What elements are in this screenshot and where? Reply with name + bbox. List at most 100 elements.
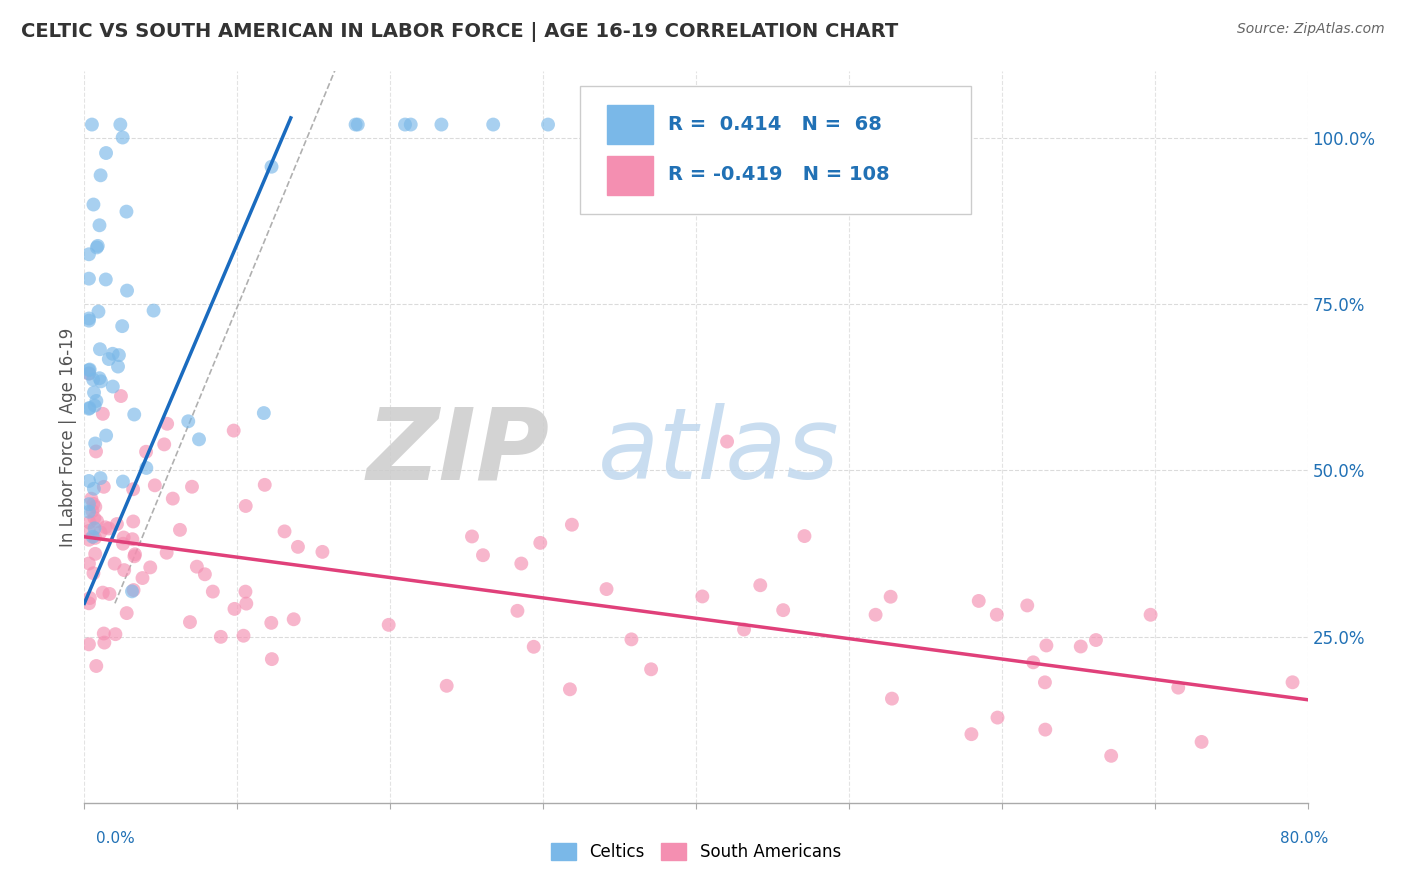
Point xyxy=(253,406,276,420)
Point xyxy=(169,523,191,537)
Point xyxy=(912,118,935,132)
Point xyxy=(87,304,110,318)
Point xyxy=(104,627,127,641)
Point xyxy=(80,118,103,132)
Point xyxy=(1033,723,1056,737)
Point xyxy=(1035,639,1057,653)
Point xyxy=(283,612,305,626)
Point xyxy=(77,474,100,488)
Point xyxy=(1099,748,1122,763)
Point xyxy=(806,118,828,132)
Point xyxy=(1022,656,1045,670)
Point xyxy=(86,240,108,254)
Point xyxy=(91,585,114,599)
Point xyxy=(733,623,755,637)
Point xyxy=(394,118,416,132)
Point xyxy=(77,247,100,261)
Point xyxy=(793,529,815,543)
Point xyxy=(851,118,873,132)
Point xyxy=(111,475,134,489)
Point xyxy=(86,514,108,528)
Point xyxy=(139,560,162,574)
Point xyxy=(201,584,224,599)
Point xyxy=(82,530,104,544)
Point xyxy=(84,444,107,458)
Point xyxy=(84,659,107,673)
Point xyxy=(108,348,131,362)
Point xyxy=(986,710,1008,724)
Text: 80.0%: 80.0% xyxy=(1281,831,1329,846)
Point xyxy=(101,379,124,393)
Point xyxy=(84,531,107,545)
Point xyxy=(83,511,105,525)
Point xyxy=(124,549,146,564)
Point xyxy=(79,516,101,530)
Point xyxy=(111,537,134,551)
Bar xyxy=(606,104,654,145)
Text: ZIP: ZIP xyxy=(366,403,550,500)
Point xyxy=(506,604,529,618)
Point xyxy=(194,567,217,582)
Point xyxy=(260,652,283,666)
Point xyxy=(186,559,208,574)
Point xyxy=(232,629,254,643)
Point xyxy=(1070,640,1092,654)
Point xyxy=(84,500,107,514)
Point xyxy=(692,590,714,604)
Point xyxy=(77,505,100,519)
Point xyxy=(77,497,100,511)
Point xyxy=(222,424,245,438)
Point xyxy=(135,444,157,458)
Point xyxy=(430,118,453,132)
Point xyxy=(1167,681,1189,695)
Point xyxy=(672,118,695,132)
Point xyxy=(77,401,100,416)
Point xyxy=(595,582,617,596)
Point xyxy=(346,118,368,132)
Point xyxy=(83,482,105,496)
Point xyxy=(89,371,111,385)
Point xyxy=(986,607,1008,622)
Point xyxy=(94,428,117,442)
Point xyxy=(311,545,333,559)
Point xyxy=(156,417,179,431)
Point xyxy=(77,637,100,651)
Point xyxy=(436,679,458,693)
Point xyxy=(110,118,132,132)
Point xyxy=(124,547,146,561)
Point xyxy=(77,596,100,610)
Point xyxy=(77,524,100,538)
Point xyxy=(640,662,662,676)
Point xyxy=(188,433,211,447)
Point xyxy=(89,525,111,540)
Point xyxy=(273,524,295,539)
Point xyxy=(77,271,100,285)
Point xyxy=(98,587,121,601)
Point xyxy=(692,118,714,132)
Point xyxy=(561,517,583,532)
Point xyxy=(461,529,484,543)
Text: R =  0.414   N =  68: R = 0.414 N = 68 xyxy=(668,115,882,134)
Point xyxy=(83,399,105,413)
Point xyxy=(115,606,138,620)
Point xyxy=(84,436,107,450)
Text: atlas: atlas xyxy=(598,403,839,500)
Point xyxy=(101,347,124,361)
Point xyxy=(80,491,103,506)
Point xyxy=(537,118,560,132)
Point xyxy=(90,169,112,183)
Point xyxy=(209,630,232,644)
Point xyxy=(558,682,581,697)
Point xyxy=(716,434,738,449)
Point xyxy=(749,578,772,592)
Point xyxy=(600,118,623,132)
FancyBboxPatch shape xyxy=(579,86,972,214)
Point xyxy=(121,532,143,546)
Point xyxy=(510,557,533,571)
Point xyxy=(177,414,200,428)
Point xyxy=(77,311,100,326)
Point xyxy=(142,303,165,318)
Point xyxy=(87,239,110,253)
Point xyxy=(83,521,105,535)
Point xyxy=(260,160,283,174)
